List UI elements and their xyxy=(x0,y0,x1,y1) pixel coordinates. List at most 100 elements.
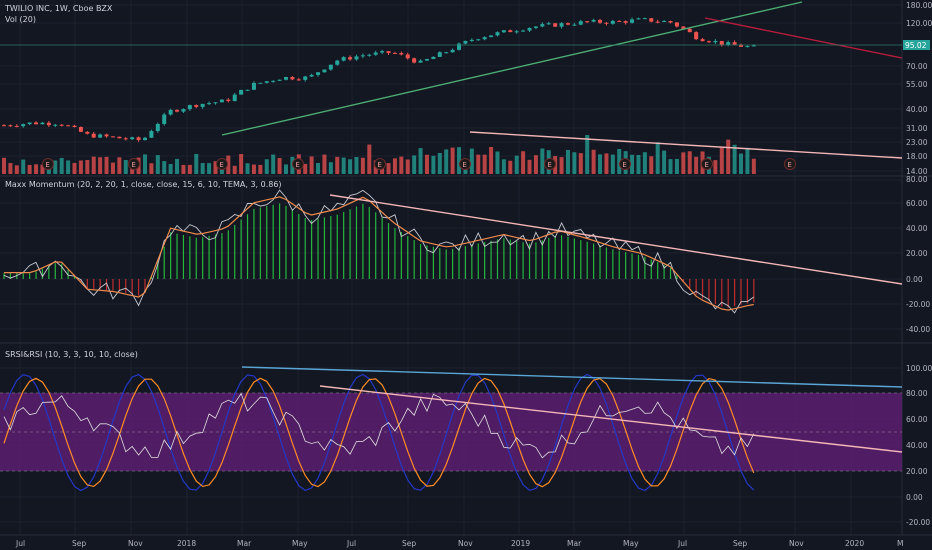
volume-bar xyxy=(309,156,314,174)
candle-body xyxy=(354,56,359,60)
candle-body xyxy=(662,21,667,23)
time-tick: Jul xyxy=(346,539,356,548)
price-tick: 55.00 xyxy=(906,80,928,89)
candle-body xyxy=(514,31,519,33)
earnings-marker xyxy=(374,158,386,170)
candle-body xyxy=(726,42,731,45)
candle-body xyxy=(130,137,135,140)
volume-bar xyxy=(578,153,583,174)
earnings-marker-label: E xyxy=(547,161,551,169)
candle-body xyxy=(412,58,417,63)
earnings-marker-label: E xyxy=(622,161,626,169)
volume-bar xyxy=(399,156,404,174)
volume-bar xyxy=(732,144,737,174)
time-tick: Nov xyxy=(789,539,804,548)
time-tick: Sep xyxy=(402,539,416,548)
candle-body xyxy=(40,122,45,125)
volume-bar xyxy=(360,157,365,174)
momentum-axis[interactable]: 80.00 60.00 40.00 20.00 0.00 -20.00 -40.… xyxy=(906,175,930,334)
earnings-marker-label: E xyxy=(219,161,223,169)
volume-bar xyxy=(34,164,39,174)
candle-body xyxy=(98,134,103,138)
candle-body xyxy=(66,125,71,127)
candle-body xyxy=(360,55,365,57)
time-tick: Mar xyxy=(567,539,582,548)
candle-body xyxy=(706,41,711,43)
volume-bar xyxy=(418,148,423,174)
volume-bar xyxy=(591,149,596,174)
price-axis[interactable]: 180.00 120.00 70.00 55.00 40.00 31.00 23… xyxy=(906,1,932,176)
volume-bar xyxy=(354,156,359,174)
volume-bar xyxy=(200,163,205,174)
volume-bar xyxy=(251,164,256,174)
candle-body xyxy=(149,131,154,138)
volume-bar xyxy=(745,147,750,174)
volume-bar xyxy=(53,160,58,174)
stoch-rsi-k-line xyxy=(3,373,755,492)
volume-bar xyxy=(610,154,615,174)
candle-body xyxy=(123,138,128,140)
rsi-tick: -20.00 xyxy=(906,518,930,527)
volume-bar xyxy=(444,149,449,174)
volume-bar xyxy=(66,160,71,174)
volume-bar xyxy=(495,151,500,174)
volume-bar xyxy=(367,144,372,174)
stoch-rsi-d-line xyxy=(3,377,755,488)
volume-bar xyxy=(335,156,340,174)
volume-bar xyxy=(655,142,660,174)
candle-body xyxy=(341,57,346,61)
candle-body xyxy=(8,125,13,127)
rsi-axis[interactable]: 100.00 80.00 60.00 40.00 20.00 0.00 -20.… xyxy=(906,364,932,527)
candle-body xyxy=(27,122,32,125)
candle-body xyxy=(508,30,513,33)
candle-body xyxy=(553,23,558,27)
candle-body xyxy=(187,105,192,110)
candle-body xyxy=(239,89,244,95)
candle-body xyxy=(175,109,180,112)
candle-body xyxy=(142,137,147,141)
candle-body xyxy=(598,19,603,23)
momentum-trendline xyxy=(329,194,903,285)
volume-bar xyxy=(636,154,641,174)
volume-bar xyxy=(27,164,32,174)
candle-body xyxy=(168,109,173,115)
candle-body xyxy=(444,52,449,54)
candle-body xyxy=(59,124,64,126)
candle-body xyxy=(732,42,737,45)
volume-bar xyxy=(674,158,679,174)
candle-body xyxy=(405,54,410,59)
price-resistance-trendline xyxy=(704,17,903,59)
candle-body xyxy=(271,80,276,82)
candle-body xyxy=(437,52,442,57)
volume-bar xyxy=(565,149,570,174)
volume-bar xyxy=(14,165,19,174)
candle-body xyxy=(303,76,308,80)
candle-body xyxy=(328,64,333,70)
earnings-marker xyxy=(784,158,796,170)
candle-body xyxy=(78,127,83,132)
volume-bar xyxy=(431,155,436,174)
candle-body xyxy=(501,30,506,33)
price-tag: 95.02 xyxy=(905,41,927,50)
candle-body xyxy=(463,40,468,44)
time-axis[interactable]: Jul Sep Nov 2018 Mar May Jul Sep Nov 201… xyxy=(15,539,903,548)
candle-body xyxy=(46,122,51,126)
candle-body xyxy=(283,77,288,80)
price-tick: 31.00 xyxy=(906,124,928,133)
momentum-tick: -40.00 xyxy=(906,325,930,334)
volume-bar xyxy=(245,163,250,174)
volume-bar xyxy=(194,153,199,174)
volume-bar xyxy=(482,154,487,174)
candle-body xyxy=(623,21,628,23)
candle-body xyxy=(277,79,282,81)
candle-body xyxy=(386,51,391,54)
volume-bar xyxy=(59,157,64,174)
volume-bar xyxy=(72,162,77,174)
volume-bar xyxy=(694,156,699,174)
volume-bar xyxy=(328,162,333,174)
time-tick: Mar xyxy=(237,539,252,548)
volume-bar xyxy=(2,157,6,174)
time-tick: M xyxy=(897,539,903,548)
volume-bar xyxy=(559,157,564,174)
